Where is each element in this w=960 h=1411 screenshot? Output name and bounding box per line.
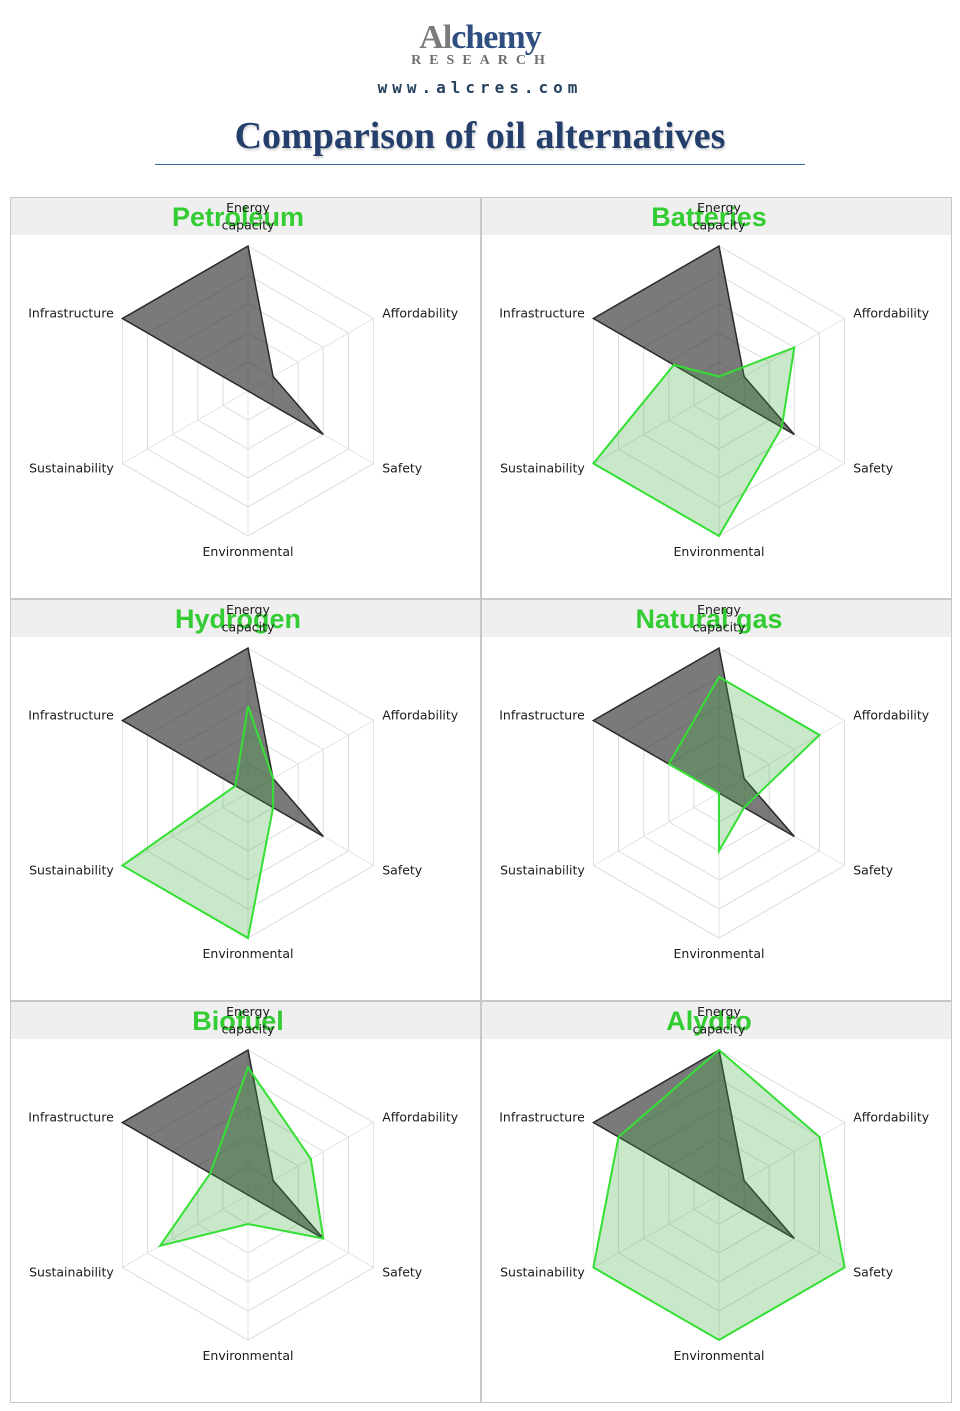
axis-label: Energy capacity xyxy=(222,602,275,635)
panel-title-band xyxy=(482,198,951,235)
axis-spoke xyxy=(593,1194,720,1268)
axis-label: Environmental xyxy=(674,946,765,961)
axis-label: Infrastructure xyxy=(499,708,585,723)
axis-label: Sustainability xyxy=(500,1265,585,1280)
panel-title-band xyxy=(482,1002,951,1039)
panel-title: Biofuel xyxy=(192,1006,284,1036)
axis-spoke xyxy=(122,792,249,866)
panel-title: Batteries xyxy=(651,202,767,232)
axis-label: Sustainability xyxy=(29,863,114,878)
axis-label: Infrastructure xyxy=(28,1110,114,1125)
panel-title: Natural gas xyxy=(635,604,782,634)
series-alternative-area xyxy=(667,675,822,855)
axis-spoke xyxy=(122,1194,249,1268)
axis-label: Affordability xyxy=(853,708,930,723)
series-alternative-area xyxy=(591,345,796,538)
axis-label: Safety xyxy=(853,863,894,878)
axis-label: Affordability xyxy=(382,1110,459,1125)
axis-label: Safety xyxy=(382,863,423,878)
panel-title-band xyxy=(482,600,951,637)
series-petroleum-area xyxy=(120,244,324,436)
axis-label: Infrastructure xyxy=(28,306,114,321)
page-title: Comparison of oil alternatives xyxy=(234,115,726,157)
axis-label: Energy capacity xyxy=(693,200,746,233)
logo-subtitle: RESEARCH xyxy=(411,53,553,68)
axis-label: Safety xyxy=(382,461,423,476)
panel-title: Hydrogen xyxy=(175,604,301,634)
axis-spoke xyxy=(593,792,720,866)
axis-label: Safety xyxy=(853,461,894,476)
panel-title: Alydro xyxy=(666,1006,752,1036)
axis-label: Environmental xyxy=(203,544,294,559)
axis-label: Environmental xyxy=(203,946,294,961)
series-alternative-area xyxy=(592,1048,846,1342)
series-petroleum-area xyxy=(591,1048,795,1240)
axis-spoke xyxy=(593,390,720,464)
company-logo: Alchemy xyxy=(419,19,541,56)
axis-label: Sustainability xyxy=(500,461,585,476)
axis-label: Infrastructure xyxy=(499,306,585,321)
panel-title-band xyxy=(11,198,480,235)
axis-label: Affordability xyxy=(382,708,459,723)
series-alternative-area xyxy=(157,1065,325,1248)
series-alternative-area xyxy=(120,705,275,940)
axis-label: Affordability xyxy=(382,306,459,321)
axis-label: Affordability xyxy=(853,1110,930,1125)
axis-spoke xyxy=(122,390,249,464)
axis-label: Environmental xyxy=(203,1348,294,1363)
axis-label: Safety xyxy=(382,1265,423,1280)
axis-label: Affordability xyxy=(853,306,930,321)
panel-title-band xyxy=(11,1002,480,1039)
website-url[interactable]: www.alcres.com xyxy=(377,78,583,97)
series-petroleum-area xyxy=(591,244,795,436)
axis-label: Energy capacity xyxy=(693,602,746,635)
axis-label: Sustainability xyxy=(29,1265,114,1280)
axis-label: Environmental xyxy=(674,544,765,559)
series-petroleum-area xyxy=(120,1048,324,1240)
axis-label: Infrastructure xyxy=(499,1110,585,1125)
axis-label: Safety xyxy=(853,1265,894,1280)
panel-title: Petroleum xyxy=(172,202,304,232)
title-divider xyxy=(155,164,805,165)
axis-label: Infrastructure xyxy=(28,708,114,723)
series-petroleum-area xyxy=(591,646,795,838)
axis-label: Environmental xyxy=(674,1348,765,1363)
panel-title-band xyxy=(11,600,480,637)
axis-label: Sustainability xyxy=(500,863,585,878)
axis-label: Energy capacity xyxy=(222,200,275,233)
axis-label: Energy capacity xyxy=(222,1004,275,1037)
axis-label: Energy capacity xyxy=(693,1004,746,1037)
header: Alchemy RESEARCH www.alcres.com Comparis… xyxy=(0,0,960,190)
axis-label: Sustainability xyxy=(29,461,114,476)
